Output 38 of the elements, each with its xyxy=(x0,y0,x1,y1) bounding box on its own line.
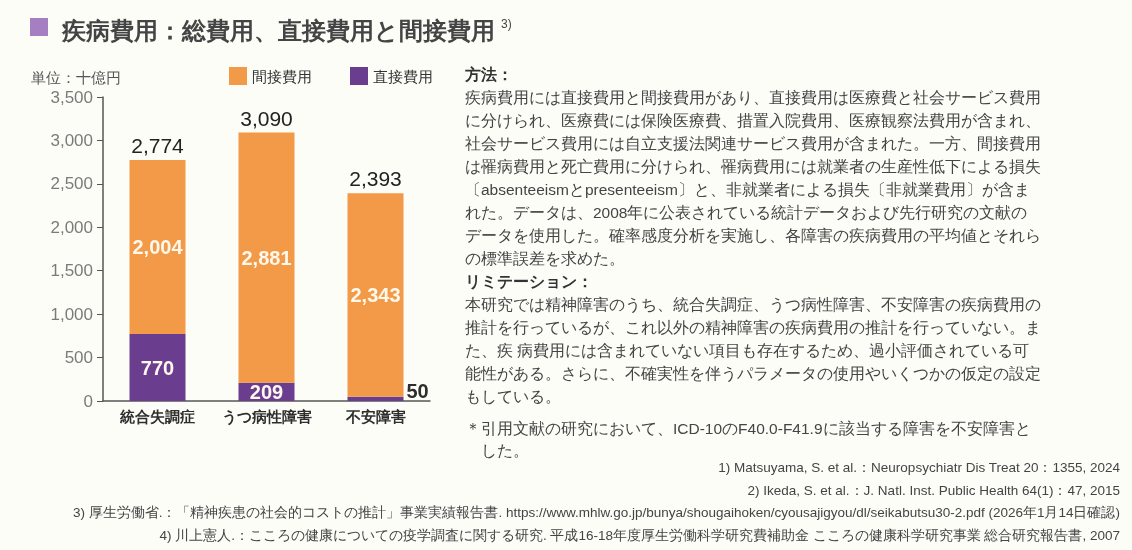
bar xyxy=(129,334,186,401)
bar xyxy=(129,160,186,335)
total-label: 2,393 xyxy=(349,167,402,191)
x-tick-label: うつ病性障害 xyxy=(221,408,312,426)
y-tick-label: 2,500 xyxy=(50,174,93,194)
text: 4) 川上憲人.：こころの健康についての疫学調査に関する研究. 平成16-18年度厚生労働科学研究費補助金 こころの健康科学研究事業 総合研究報告書, 2007 xyxy=(158,526,1120,545)
total-label: 2,774 xyxy=(131,134,185,158)
text: 疾病費用には直接費用と間接費用があり、直接費用は医療費と社会サービス費用に分けられ、医療費には保険医療費、措置入院費用、医療観察法費用が含まれ、社会サービス費用には自立支援法関連サービス費用が含まれた。一方、間接費用は罹病費用と死亡費用に分けられ、罹病費用には就業者の生産性低下による損失〔absenteeismとpresenteeism〕と、非就業者による損失〔非就業費用〕が含まれた。データは、2008年に公表されている統計データおよび先行研究の文献のデータを使用した。確率感度分析を実施し、各障害の疾病費用の平均値とそれらの標準誤差を求めた。 xyxy=(465,88,1042,269)
text: 2) Ikeda, S. et al.：J. Natl. Inst. Public Health 64(1)：47, 2015 xyxy=(746,481,1120,500)
data-label: 2,343 xyxy=(350,283,401,306)
x-tick-label: 統合失調症 xyxy=(119,408,195,425)
legend-label: 直接費用 xyxy=(373,67,433,85)
data-label: 209 xyxy=(249,380,284,403)
chart-title: 疾病費用：総費用、直接費用と間接費用$^{3)}$ xyxy=(62,15,512,46)
y-tick-label: 1,500 xyxy=(50,261,93,281)
text: 1) Matsuyama, S. et al.：Neuropsychiatr Dis Treat 20：1355, 2024 xyxy=(718,460,1120,475)
y-tick-label: 3,500 xyxy=(50,87,93,107)
y-tick-label: 500 xyxy=(64,348,93,368)
text: ＊引用文献の研究において、ICD-10のF40.0-F41.9に該当する障害を不安障害とした。 xyxy=(465,420,1031,459)
data-label: 770 xyxy=(140,356,175,379)
y-tick-label: 2,000 xyxy=(50,217,93,237)
total-label: 3,090 xyxy=(240,106,293,130)
y-tick-label: 0 xyxy=(83,391,93,411)
bar xyxy=(238,132,295,383)
y-tick-label: 1,000 xyxy=(50,304,93,324)
x-tick-label: 不安障害 xyxy=(344,408,406,425)
text: 3) 厚生労働省.：「精神疾患の社会的コストの推計」事業実績報告書. https://www.mhlw.go.jp/bunya/shougaihoken/cyousajigyou/dl/seikabutsu30-2.pdf (2026年1月14日確認) xyxy=(72,504,1120,522)
data-label: 2,004 xyxy=(132,236,184,259)
text: 本研究では精神障害のうち、統合失調症、うつ病性障害、不安障害の疾病費用の推計を行っているが、これ以外の精神障害の疾病費用の推計を行っていない。また、疾 病費用には含まれていない項目も存在するため、過小評価されている可能性がある。さらに、不確実性を伴うパラメータの使用やいくつかの仮定の設定もしている。 xyxy=(465,295,1042,407)
text: 方法： xyxy=(465,65,514,85)
bar xyxy=(347,193,404,397)
data-label: 2,881 xyxy=(241,246,292,269)
bar xyxy=(347,396,404,401)
y-tick-label: 3,000 xyxy=(50,130,93,150)
data-label: 50 xyxy=(406,379,429,402)
legend-label: 間接費用 xyxy=(252,67,312,85)
text: リミテーション： xyxy=(465,272,594,292)
y-axis-title: 単位：十億円 xyxy=(30,69,121,86)
